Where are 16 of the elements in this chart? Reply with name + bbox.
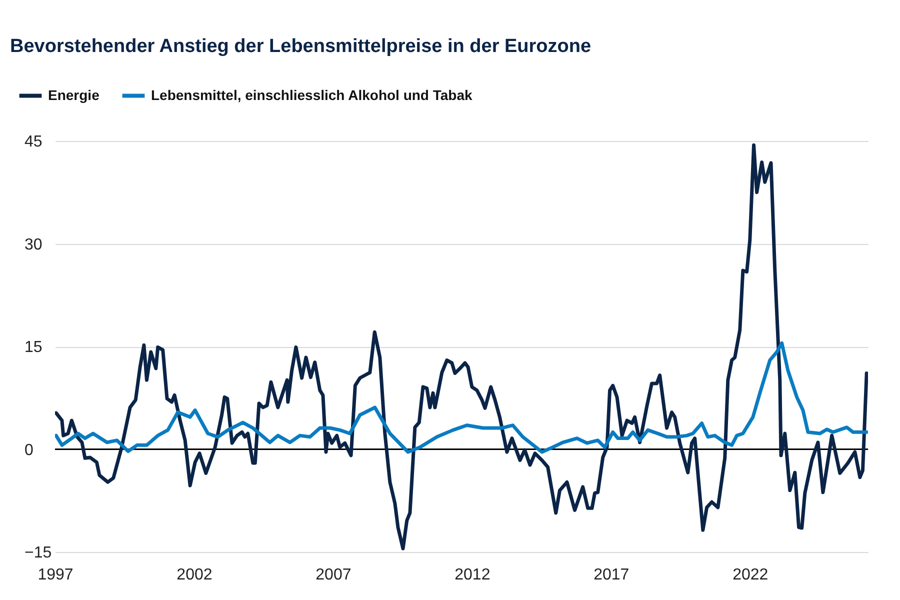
x-tick-label: 2017	[594, 566, 630, 584]
x-tick-label: 2002	[176, 566, 212, 584]
legend-label: Lebensmittel, einschliesslich Alkohol und Tabak	[151, 86, 473, 103]
y-tick-label: −15	[24, 544, 52, 562]
y-tick-label: 45	[24, 134, 42, 150]
line-series	[55, 143, 868, 550]
y-tick-label: 30	[24, 236, 42, 254]
x-tick-label: 2022	[732, 566, 768, 584]
x-tick-label: 1997	[38, 566, 74, 584]
line-series	[55, 341, 868, 454]
x-tick-label: 2007	[316, 566, 352, 584]
x-tick-label: 2012	[454, 566, 490, 584]
chart-title: Bevorstehender Anstieg der Lebensmittelpreise in der Eurozone	[10, 36, 592, 57]
y-tick-label: 0	[24, 442, 34, 459]
legend-label: Energie	[48, 86, 100, 103]
y-tick-label: 15	[24, 339, 42, 356]
